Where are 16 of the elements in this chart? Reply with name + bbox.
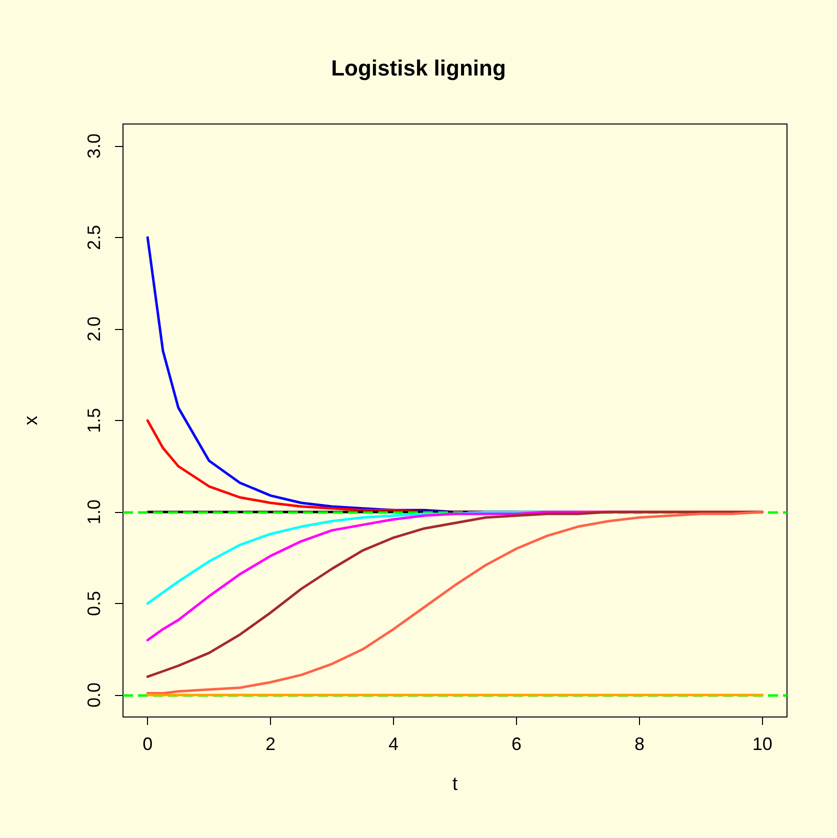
- y-tick-label: 0.0: [84, 682, 104, 708]
- x-tick-label: 4: [388, 734, 399, 754]
- y-tick-label: 1.0: [84, 499, 104, 525]
- y-tick-label: 2.5: [84, 224, 104, 250]
- y-tick-label: 2.0: [84, 316, 104, 342]
- x-tick-label: 6: [511, 734, 522, 754]
- y-tick-label: 3.0: [84, 133, 104, 158]
- x-tick-label: 10: [752, 734, 772, 754]
- x-tick-label: 2: [266, 734, 276, 754]
- y-axis-title: x: [21, 415, 42, 426]
- y-tick-label: 0.5: [84, 591, 104, 616]
- x-axis-title: t: [452, 774, 458, 795]
- x-tick-label: 0: [142, 734, 153, 754]
- x-tick-label: 8: [634, 734, 644, 754]
- y-tick-label: 1.5: [84, 408, 104, 434]
- chart-title: Logistisk ligning: [331, 56, 506, 80]
